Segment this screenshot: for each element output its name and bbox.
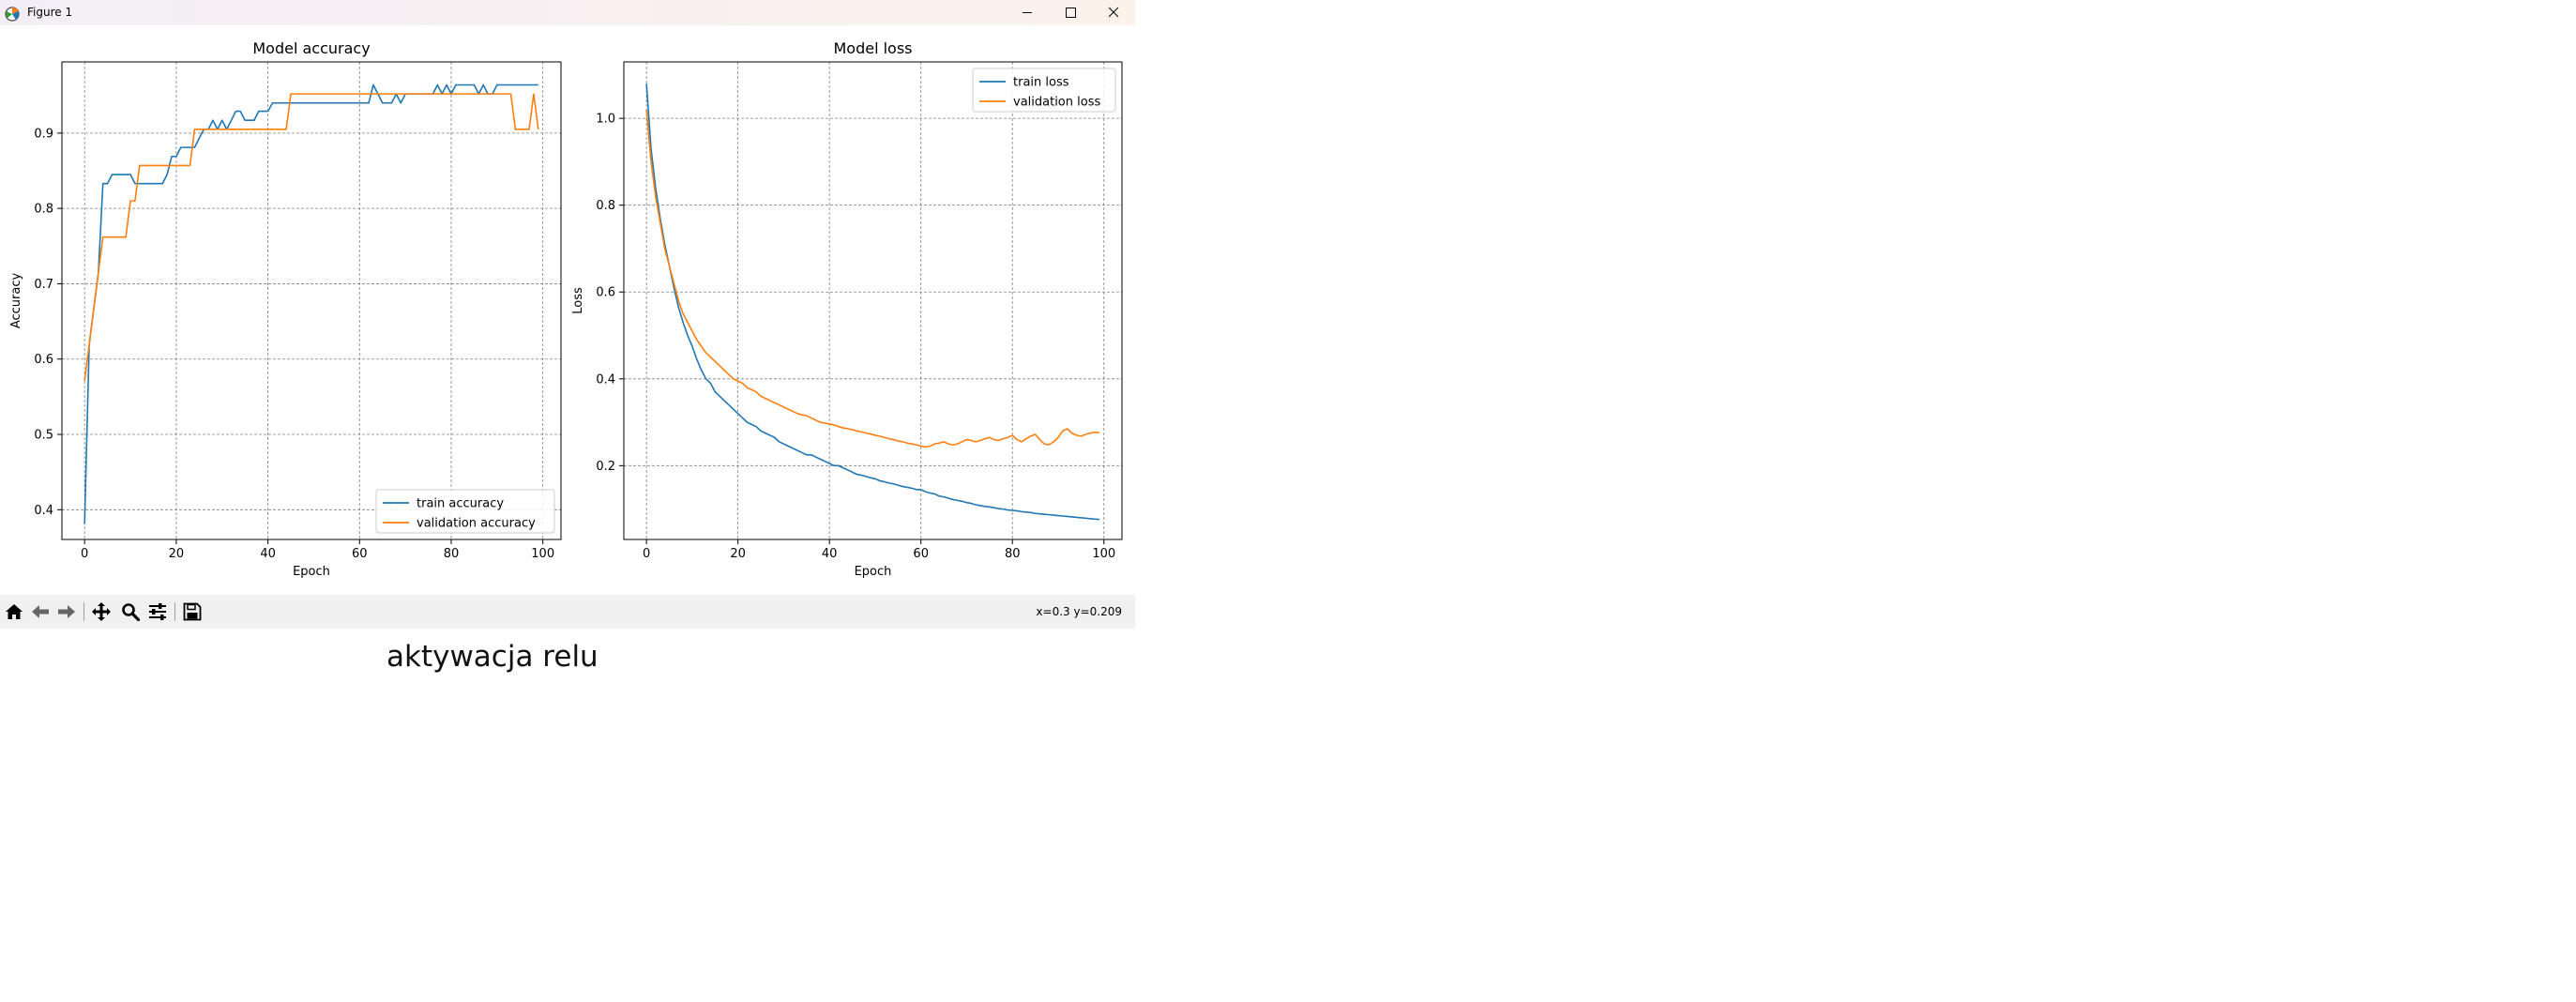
zoom-icon [122,603,140,621]
configure-icon [149,603,166,620]
y-tick-label: 0.5 [34,429,53,443]
legend: train loss validation loss [972,68,1116,113]
series-line-1 [645,84,1099,521]
chart-title: Model accuracy [252,39,370,57]
close-icon [1108,7,1119,18]
figure-window: Figure 1 0 20 40 60 80 100 0.4 0.5 0.6 0.7 0.8 0.9 M… [0,0,1135,629]
forward-arrow-icon [58,605,75,618]
navigation-toolbar: x=0.3 y=0.209 [0,595,1135,629]
plot-svg: 0 20 40 60 80 100 0.4 0.5 0.6 0.7 0.8 0.9 Model accu… [9,39,1123,579]
x-tick-label: 80 [444,547,460,561]
y-axis-label: Loss [571,287,585,314]
x-tick-label: 0 [81,547,88,561]
y-tick-label: 0.4 [596,372,615,387]
y-tick-label: 0.6 [34,353,53,367]
x-tick-label: 100 [1092,547,1115,561]
home-button[interactable] [2,600,26,623]
x-axis-label: Epoch [293,565,330,579]
legend-label: validation loss [1013,96,1100,110]
series-line-1 [83,84,538,524]
minimize-icon [1023,12,1032,13]
figure-canvas[interactable]: 0 20 40 60 80 100 0.4 0.5 0.6 0.7 0.8 0.9 Model accu… [0,25,1135,595]
toolbar-separator [174,602,175,621]
legend-label: train loss [1013,76,1069,90]
minimize-button[interactable] [1006,0,1049,25]
series-line-2 [645,109,1099,448]
matplotlib-logo-icon [5,7,20,22]
forward-button[interactable] [54,600,79,623]
save-icon [183,602,202,621]
x-tick-label: 60 [352,547,368,561]
legend-box [972,68,1116,113]
cursor-coordinates: x=0.3 y=0.209 [1036,605,1122,618]
x-tick-label: 60 [913,547,929,561]
zoom-button[interactable] [118,600,143,623]
axes-frame [61,61,562,540]
pan-button[interactable] [89,600,114,623]
y-tick-label: 1.0 [596,113,615,127]
toolbar-separator [83,602,84,621]
y-tick-label: 0.4 [34,504,53,518]
y-tick-label: 0.6 [596,286,615,300]
x-axis-label: Epoch [855,565,892,579]
save-button[interactable] [180,600,205,623]
maximize-icon [1066,8,1076,18]
maximize-button[interactable] [1049,0,1092,25]
y-axis-label: Accuracy [9,273,23,329]
title-bar[interactable]: Figure 1 [0,0,1135,25]
legend-box [375,489,555,534]
y-tick-label: 0.8 [34,203,53,217]
home-icon [6,604,23,619]
caption-text: aktywacja relu [386,640,599,674]
axes-frame [623,61,1123,540]
close-button[interactable] [1092,0,1135,25]
series-line-2 [83,93,539,382]
legend: train accuracy validation accuracy [375,489,555,534]
chart-panel-1: 0 20 40 60 80 100 0.4 0.5 0.6 0.7 0.8 0.9 Model accu… [9,39,562,579]
chart-panel-2: 0 20 40 60 80 100 0.2 0.4 0.6 0.8 1.0 Model loss Epo… [571,39,1123,579]
legend-label: validation accuracy [417,517,536,531]
x-tick-label: 20 [730,547,746,561]
x-tick-label: 40 [260,547,276,561]
x-tick-label: 40 [822,547,838,561]
y-tick-label: 0.9 [34,127,53,141]
y-tick-label: 0.8 [596,199,615,213]
configure-subplots-button[interactable] [145,600,170,623]
window-title: Figure 1 [27,6,73,19]
back-button[interactable] [28,600,53,623]
x-tick-label: 0 [643,547,650,561]
x-tick-label: 20 [169,547,185,561]
x-tick-label: 80 [1005,547,1021,561]
legend-label: train accuracy [417,497,504,511]
chart-title: Model loss [833,39,912,57]
y-tick-label: 0.7 [34,278,53,292]
y-tick-label: 0.2 [596,460,615,474]
x-tick-label: 100 [531,547,554,561]
back-arrow-icon [32,605,49,618]
pan-icon [92,602,111,621]
